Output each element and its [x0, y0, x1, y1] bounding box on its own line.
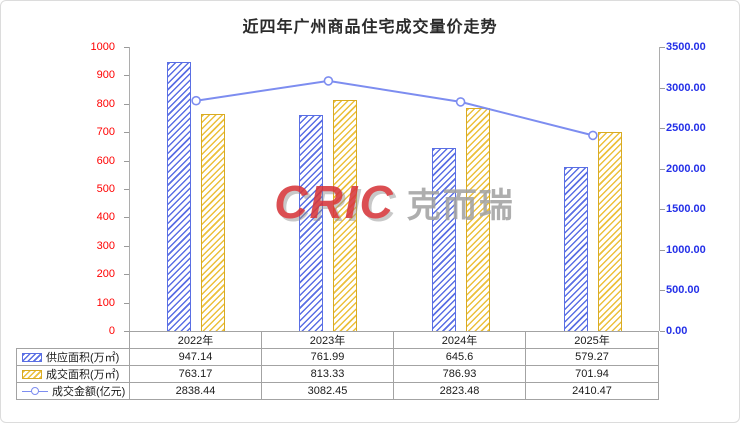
left-axis-tick: 100	[96, 296, 115, 309]
left-axis-tick: 200	[96, 268, 115, 281]
left-axis-tickmark	[124, 302, 129, 304]
value-cell: 579.27	[525, 348, 659, 366]
data-table: 2022年 2023年 2024年 2025年 供应面积(万㎡) 947.14 …	[16, 331, 659, 400]
amount-line-marker	[588, 130, 598, 141]
plot-area: CRIC 克而瑞	[124, 47, 665, 332]
amount-line-marker	[191, 95, 201, 106]
legend-cell-amount: 成交金额(亿元)	[16, 382, 130, 400]
right-axis-tickmark	[660, 290, 665, 292]
right-axis-tick: 2000.00	[666, 162, 706, 175]
line-layer	[191, 76, 598, 141]
left-axis-tick: 500	[96, 183, 115, 195]
left-axis-tickmark	[124, 75, 129, 77]
deal-bar	[201, 114, 226, 331]
year-cell: 2023年	[261, 331, 394, 349]
right-axis-tickmark	[660, 128, 665, 130]
left-axis-tickmark	[124, 217, 129, 219]
supply-bar	[563, 166, 588, 331]
legend-label-deal: 成交面积(万㎡)	[46, 369, 120, 381]
left-axis-tick: 700	[96, 126, 115, 139]
deal-bar	[333, 100, 358, 331]
legend-label-supply: 供应面积(万㎡)	[46, 352, 120, 364]
left-axis-tickmark	[124, 245, 129, 247]
left-axis-labels: 0 100 200 300 400 500 600 700 800 900 1000	[1, 41, 123, 337]
left-axis-tickmark	[124, 331, 129, 332]
value-cell: 761.99	[261, 348, 394, 366]
year-cell: 2025年	[525, 331, 659, 349]
deal-bar	[597, 131, 622, 331]
amount-line-marker	[455, 97, 466, 107]
left-axis-tick: 600	[96, 154, 115, 167]
value-cell: 2410.47	[525, 382, 659, 400]
year-cell: 2024年	[393, 331, 526, 349]
deal-bar	[465, 107, 490, 331]
supply-legend-swatch	[22, 353, 42, 362]
right-axis-tickmark	[660, 249, 665, 251]
right-axis-tick: 3000.00	[666, 81, 706, 94]
value-cell: 786.93	[393, 365, 526, 383]
left-axis-tickmark	[124, 189, 129, 190]
supply-bar	[431, 147, 456, 331]
right-axis-labels: 0.00 500.00 1000.00 1500.00 2000.00 2500.00 30…	[662, 41, 737, 337]
table-row-deal: 成交面积(万㎡) 763.17 813.33 786.93 701.94	[16, 365, 659, 383]
value-cell: 3082.45	[261, 382, 394, 400]
year-cell: 2022年	[129, 331, 262, 349]
left-axis-tickmark	[124, 47, 129, 48]
deal-legend-swatch	[22, 370, 42, 379]
amount-legend-marker	[22, 386, 48, 396]
chart-title: 近四年广州商品住宅成交量价走势	[242, 19, 498, 36]
bars-layer	[130, 47, 659, 331]
blank-cell	[17, 332, 130, 349]
supply-bar	[299, 114, 324, 331]
value-cell: 813.33	[261, 365, 394, 383]
right-axis-tickmark	[660, 331, 665, 332]
legend-cell-supply: 供应面积(万㎡)	[16, 348, 130, 366]
right-axis-tick: 0.00	[666, 325, 688, 337]
left-axis-tickmark	[124, 274, 129, 276]
left-axis-tick: 900	[96, 69, 115, 82]
amount-line	[195, 79, 594, 137]
right-axis-tick: 2500.00	[666, 122, 706, 135]
left-axis-tick: 1000	[90, 41, 115, 53]
amount-line-marker	[323, 76, 334, 86]
right-axis-tickmark	[660, 47, 665, 48]
value-cell: 2838.44	[129, 382, 262, 400]
left-axis-tickmark	[124, 160, 129, 162]
right-axis-tick: 500.00	[666, 284, 700, 297]
left-axis-tick: 400	[96, 211, 115, 224]
value-cell: 701.94	[525, 365, 659, 383]
right-axis-tickmark	[660, 87, 665, 89]
table-row-supply: 供应面积(万㎡) 947.14 761.99 645.6 579.27	[16, 348, 659, 366]
left-axis-tick: 800	[96, 97, 115, 110]
left-axis-tick: 0	[108, 325, 115, 337]
left-axis-tickmark	[124, 132, 129, 134]
value-cell: 2823.48	[393, 382, 526, 400]
right-axis-tick: 1000.00	[666, 243, 706, 256]
right-axis-tickmark	[660, 209, 665, 211]
right-axis-tick: 3500.00	[666, 41, 706, 53]
value-cell: 947.14	[129, 348, 262, 366]
legend-cell-deal: 成交面积(万㎡)	[16, 365, 130, 383]
value-cell: 763.17	[129, 365, 262, 383]
left-axis-tick: 300	[96, 239, 115, 252]
legend-label-amount: 成交金额(亿元)	[52, 386, 126, 398]
left-axis-tickmark	[124, 103, 129, 105]
supply-bar	[167, 62, 192, 331]
right-axis-tickmark	[660, 168, 665, 170]
year-header-row: 2022年 2023年 2024年 2025年	[17, 331, 659, 349]
table-row-amount: 成交金额(亿元) 2838.44 3082.45 2823.48 2410.47	[16, 382, 659, 400]
right-axis-tick: 1500.00	[666, 203, 706, 216]
value-cell: 645.6	[393, 348, 526, 366]
